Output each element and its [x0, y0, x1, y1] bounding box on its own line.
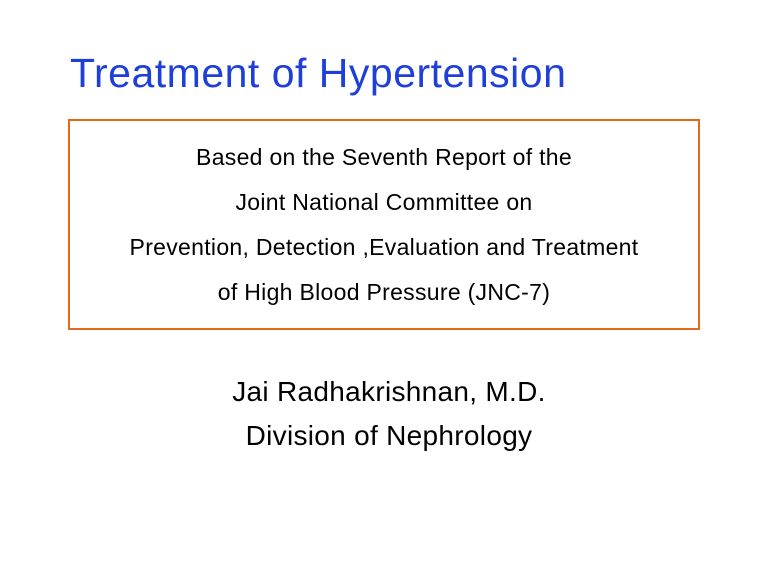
subtitle-line-3: Prevention, Detection ,Evaluation and Tr…: [80, 225, 688, 270]
author-division: Division of Nephrology: [50, 414, 728, 457]
slide-title: Treatment of Hypertension: [70, 50, 728, 97]
author-block: Jai Radhakrishnan, M.D. Division of Neph…: [40, 370, 728, 457]
subtitle-line-2: Joint National Committee on: [80, 180, 688, 225]
subtitle-line-1: Based on the Seventh Report of the: [80, 135, 688, 180]
subtitle-box: Based on the Seventh Report of the Joint…: [68, 119, 700, 330]
author-name: Jai Radhakrishnan, M.D.: [50, 370, 728, 413]
subtitle-line-4: of High Blood Pressure (JNC-7): [80, 270, 688, 315]
slide-container: Treatment of Hypertension Based on the S…: [0, 0, 768, 576]
